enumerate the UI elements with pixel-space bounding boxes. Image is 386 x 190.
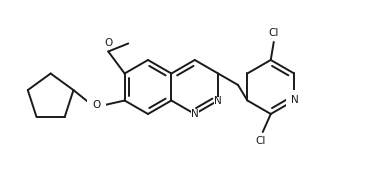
Text: N: N [291,95,299,105]
Text: N: N [191,109,199,119]
Text: Cl: Cl [269,28,279,38]
Text: Cl: Cl [256,136,266,146]
Text: O: O [104,39,112,48]
Text: N: N [214,97,222,107]
Text: O: O [93,101,101,111]
